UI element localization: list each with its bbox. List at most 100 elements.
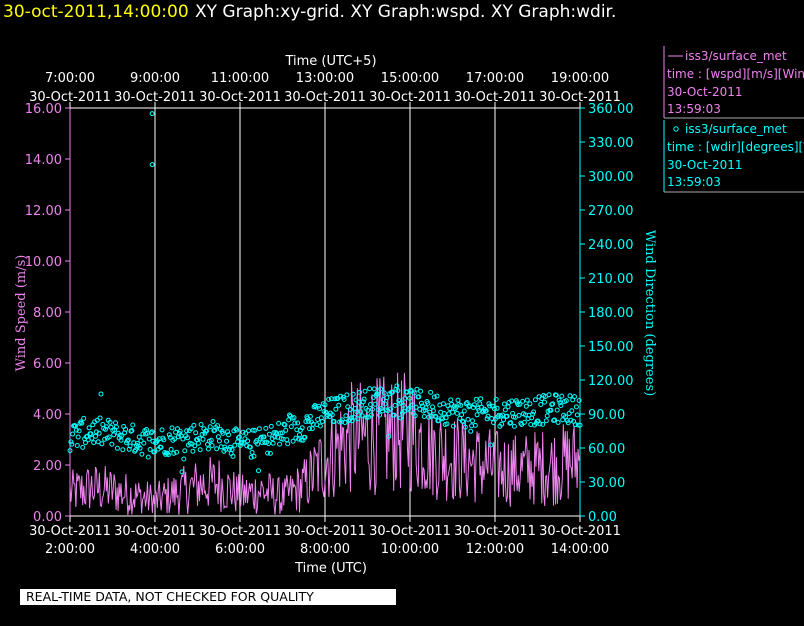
top-tick-date: 30-Oct-2011 xyxy=(284,90,366,105)
wind-direction-point xyxy=(326,396,332,402)
wind-direction-point xyxy=(177,428,183,434)
wind-direction-point xyxy=(229,447,235,452)
wind-direction-point xyxy=(486,401,492,407)
wind-direction-point xyxy=(367,386,373,392)
wind-direction-point xyxy=(81,415,87,421)
wind-direction-point xyxy=(430,404,435,410)
wind-direction-point xyxy=(76,428,82,434)
wind-direction-point xyxy=(478,396,484,402)
wind-direction-point xyxy=(69,441,75,447)
wind-direction-point xyxy=(521,419,527,425)
legend-speed-date: 30-Oct-2011 xyxy=(667,85,743,99)
wind-speed-line xyxy=(69,372,581,516)
wind-direction-point xyxy=(421,414,427,419)
right-tick-label: 180.00 xyxy=(588,306,634,321)
wind-direction-point xyxy=(392,402,398,408)
wind-direction-point xyxy=(517,401,523,407)
wind-direction-point xyxy=(544,413,550,419)
wind-direction-point xyxy=(212,427,218,433)
top-tick-time: 7:00:00 xyxy=(45,71,95,86)
wind-direction-point xyxy=(67,448,73,454)
wind-direction-point xyxy=(457,415,463,421)
wind-direction-point xyxy=(341,397,347,402)
wind-direction-point xyxy=(371,386,377,392)
wind-direction-point xyxy=(267,450,273,456)
wind-direction-point xyxy=(250,427,256,433)
wind-direction-point xyxy=(384,395,390,401)
bottom-axis-title: Time (UTC) xyxy=(294,561,367,576)
left-tick-label: 6.00 xyxy=(33,357,62,372)
right-tick-label: 60.00 xyxy=(588,442,625,457)
bottom-tick-time: 2:00:00 xyxy=(45,542,95,557)
wind-direction-point xyxy=(174,449,180,455)
wind-direction-point xyxy=(568,417,574,423)
wind-direction-point xyxy=(169,425,175,431)
wind-direction-point xyxy=(319,419,325,424)
wind-direction-point xyxy=(560,417,566,423)
wind-direction-point xyxy=(180,436,186,442)
wind-direction-point xyxy=(133,447,139,453)
wind-direction-point xyxy=(127,443,133,449)
wind-direction-point xyxy=(439,415,445,421)
wind-direction-point xyxy=(164,450,170,456)
wind-direction-point xyxy=(447,406,453,412)
wind-direction-point xyxy=(550,401,556,407)
right-tick-label: 150.00 xyxy=(588,340,634,355)
wind-direction-point xyxy=(418,388,424,394)
right-tick-label: 120.00 xyxy=(588,374,634,389)
wind-direction-point xyxy=(483,408,489,414)
wind-direction-point xyxy=(88,431,94,437)
wind-direction-point xyxy=(208,437,214,443)
wind-direction-point xyxy=(345,404,351,410)
wind-direction-point xyxy=(149,162,155,168)
wind-direction-point xyxy=(381,390,387,396)
wind-direction-point xyxy=(502,407,508,413)
bottom-tick-date: 30-Oct-2011 xyxy=(284,524,366,539)
wind-direction-point xyxy=(226,432,231,438)
wind-direction-point xyxy=(134,440,140,446)
wind-direction-point xyxy=(402,395,408,401)
wind-direction-point xyxy=(298,437,304,443)
wind-direction-point xyxy=(350,391,356,397)
wind-direction-point xyxy=(404,389,410,395)
wind-direction-point xyxy=(532,397,538,403)
wind-direction-point xyxy=(179,469,185,475)
wind-direction-point xyxy=(499,421,505,427)
wind-direction-point xyxy=(372,401,378,407)
wind-direction-point xyxy=(107,419,113,425)
wind-direction-point xyxy=(192,443,198,449)
wind-direction-point xyxy=(175,426,180,432)
wind-direction-point xyxy=(567,393,573,399)
wind-direction-point xyxy=(197,447,203,453)
legend-circle-marker xyxy=(673,126,679,132)
wind-direction-point xyxy=(558,403,564,408)
wind-direction-point xyxy=(462,424,468,430)
wind-direction-point xyxy=(175,434,181,440)
left-tick-label: 2.00 xyxy=(33,459,62,474)
top-axis-title: Time (UTC+5) xyxy=(284,54,376,69)
wind-direction-point xyxy=(365,407,371,413)
wind-direction-point xyxy=(537,421,543,427)
wind-direction-point xyxy=(329,412,335,418)
wind-direction-point xyxy=(555,420,561,425)
wind-direction-point xyxy=(460,418,465,424)
wind-direction-point xyxy=(379,406,384,411)
wind-direction-point xyxy=(146,436,152,442)
wind-direction-point xyxy=(288,424,294,430)
wind-direction-point xyxy=(172,436,178,442)
wind-direction-point xyxy=(572,422,578,428)
left-tick-label: 16.00 xyxy=(25,102,62,117)
wind-direction-point xyxy=(256,468,261,474)
wind-direction-point xyxy=(220,430,226,436)
wind-direction-point xyxy=(238,439,244,445)
wind-direction-point xyxy=(181,456,187,462)
left-tick-label: 0.00 xyxy=(33,510,62,525)
right-tick-label: 90.00 xyxy=(588,408,625,423)
bottom-tick-date: 30-Oct-2011 xyxy=(29,524,111,539)
wind-direction-point xyxy=(102,436,108,442)
legend-direction-date: 30-Oct-2011 xyxy=(667,158,743,172)
bottom-tick-time: 14:00:00 xyxy=(551,542,609,557)
wind-direction-point xyxy=(406,406,412,411)
wind-direction-point xyxy=(572,394,577,400)
